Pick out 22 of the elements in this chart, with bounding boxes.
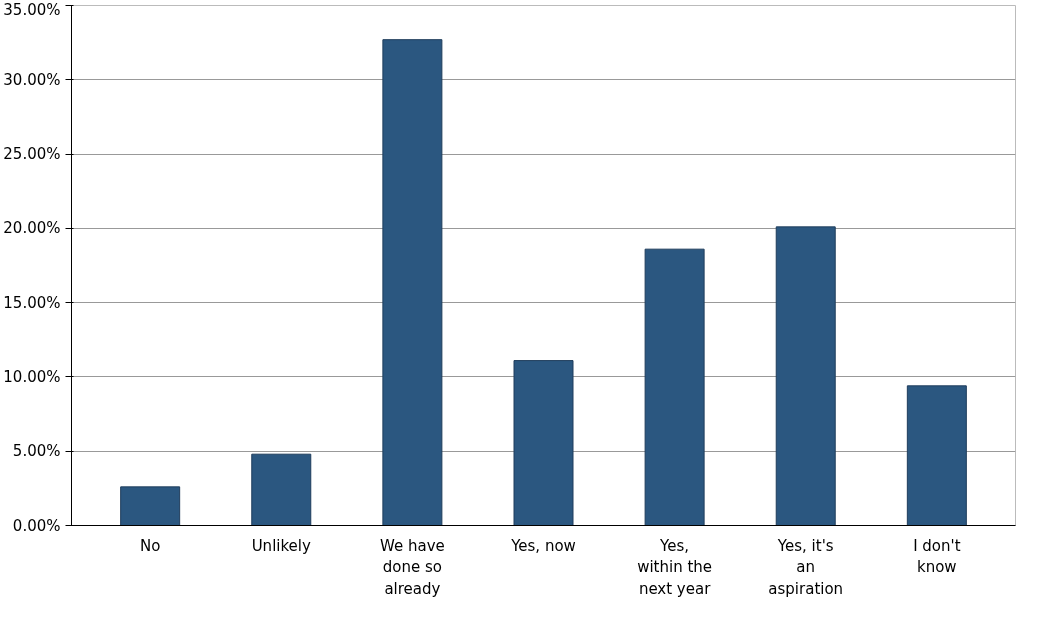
x-tick-label: We have done so already	[380, 536, 445, 598]
bar	[251, 453, 312, 526]
bar	[382, 39, 443, 526]
y-tick-label: 20.00%	[3, 219, 61, 238]
x-tick-label: Yes, within the next year	[637, 536, 713, 598]
x-tick-label: I don't know	[913, 536, 961, 577]
y-tick-label: 10.00%	[3, 367, 61, 386]
y-tick-label: 15.00%	[3, 293, 61, 312]
bar	[775, 226, 836, 526]
y-tick-label: 35.00%	[3, 0, 61, 19]
bar	[906, 385, 967, 526]
x-tick-label: Yes, it's an aspiration	[768, 536, 844, 598]
y-tick-label: 30.00%	[3, 70, 61, 89]
y-tick-label: 5.00%	[12, 442, 61, 461]
x-tick-label: Unlikely	[251, 536, 312, 555]
bar	[120, 486, 181, 526]
y-tick-label: 25.00%	[3, 145, 61, 164]
x-tick-label: Yes, now	[510, 536, 576, 555]
bar	[513, 360, 574, 526]
bar	[644, 248, 705, 526]
y-tick-label: 0.00%	[12, 516, 61, 535]
x-tick-label: No	[139, 536, 161, 555]
